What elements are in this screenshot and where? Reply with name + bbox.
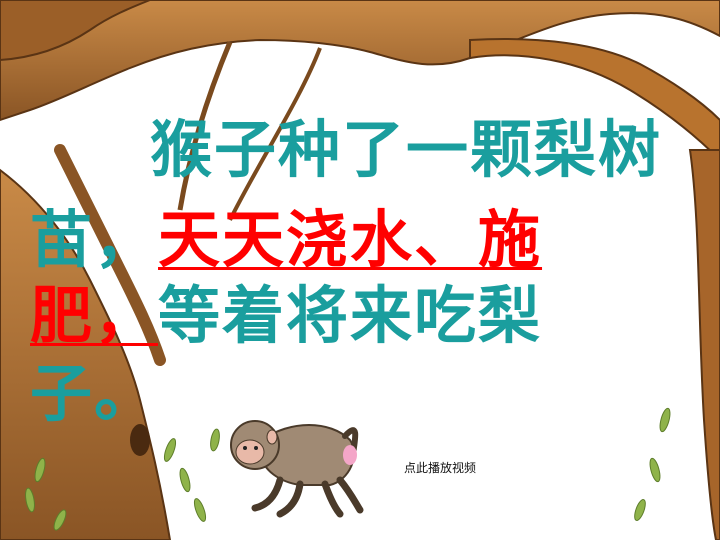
twig — [228, 47, 322, 221]
story-line-1: 猴子种了一颗梨树 — [150, 113, 663, 186]
play-video-link[interactable]: 点此播放视频 — [404, 461, 477, 475]
twig — [177, 41, 233, 211]
story-line-3: 肥，等着将来吃梨 — [30, 276, 542, 356]
story-highlight-2: 肥， — [30, 279, 159, 352]
left-upper-branch — [0, 0, 151, 62]
right-branch — [469, 38, 720, 162]
story-line-2-start: 苗， — [30, 203, 159, 276]
right-trunk — [688, 149, 720, 540]
story-highlight-1: 天天浇水、施 — [158, 203, 543, 276]
monkey-figure — [230, 420, 364, 518]
left-trunk — [0, 168, 172, 540]
top-branch — [0, 0, 720, 122]
left-branch — [54, 144, 166, 366]
leaves — [25, 407, 671, 531]
trunk-knot — [130, 424, 150, 456]
story-line-4: 子。 — [30, 357, 159, 430]
story-line-2: 苗，天天浇水、施 — [30, 200, 542, 280]
story-line-3-rest: 等着将来吃梨 — [158, 279, 543, 352]
